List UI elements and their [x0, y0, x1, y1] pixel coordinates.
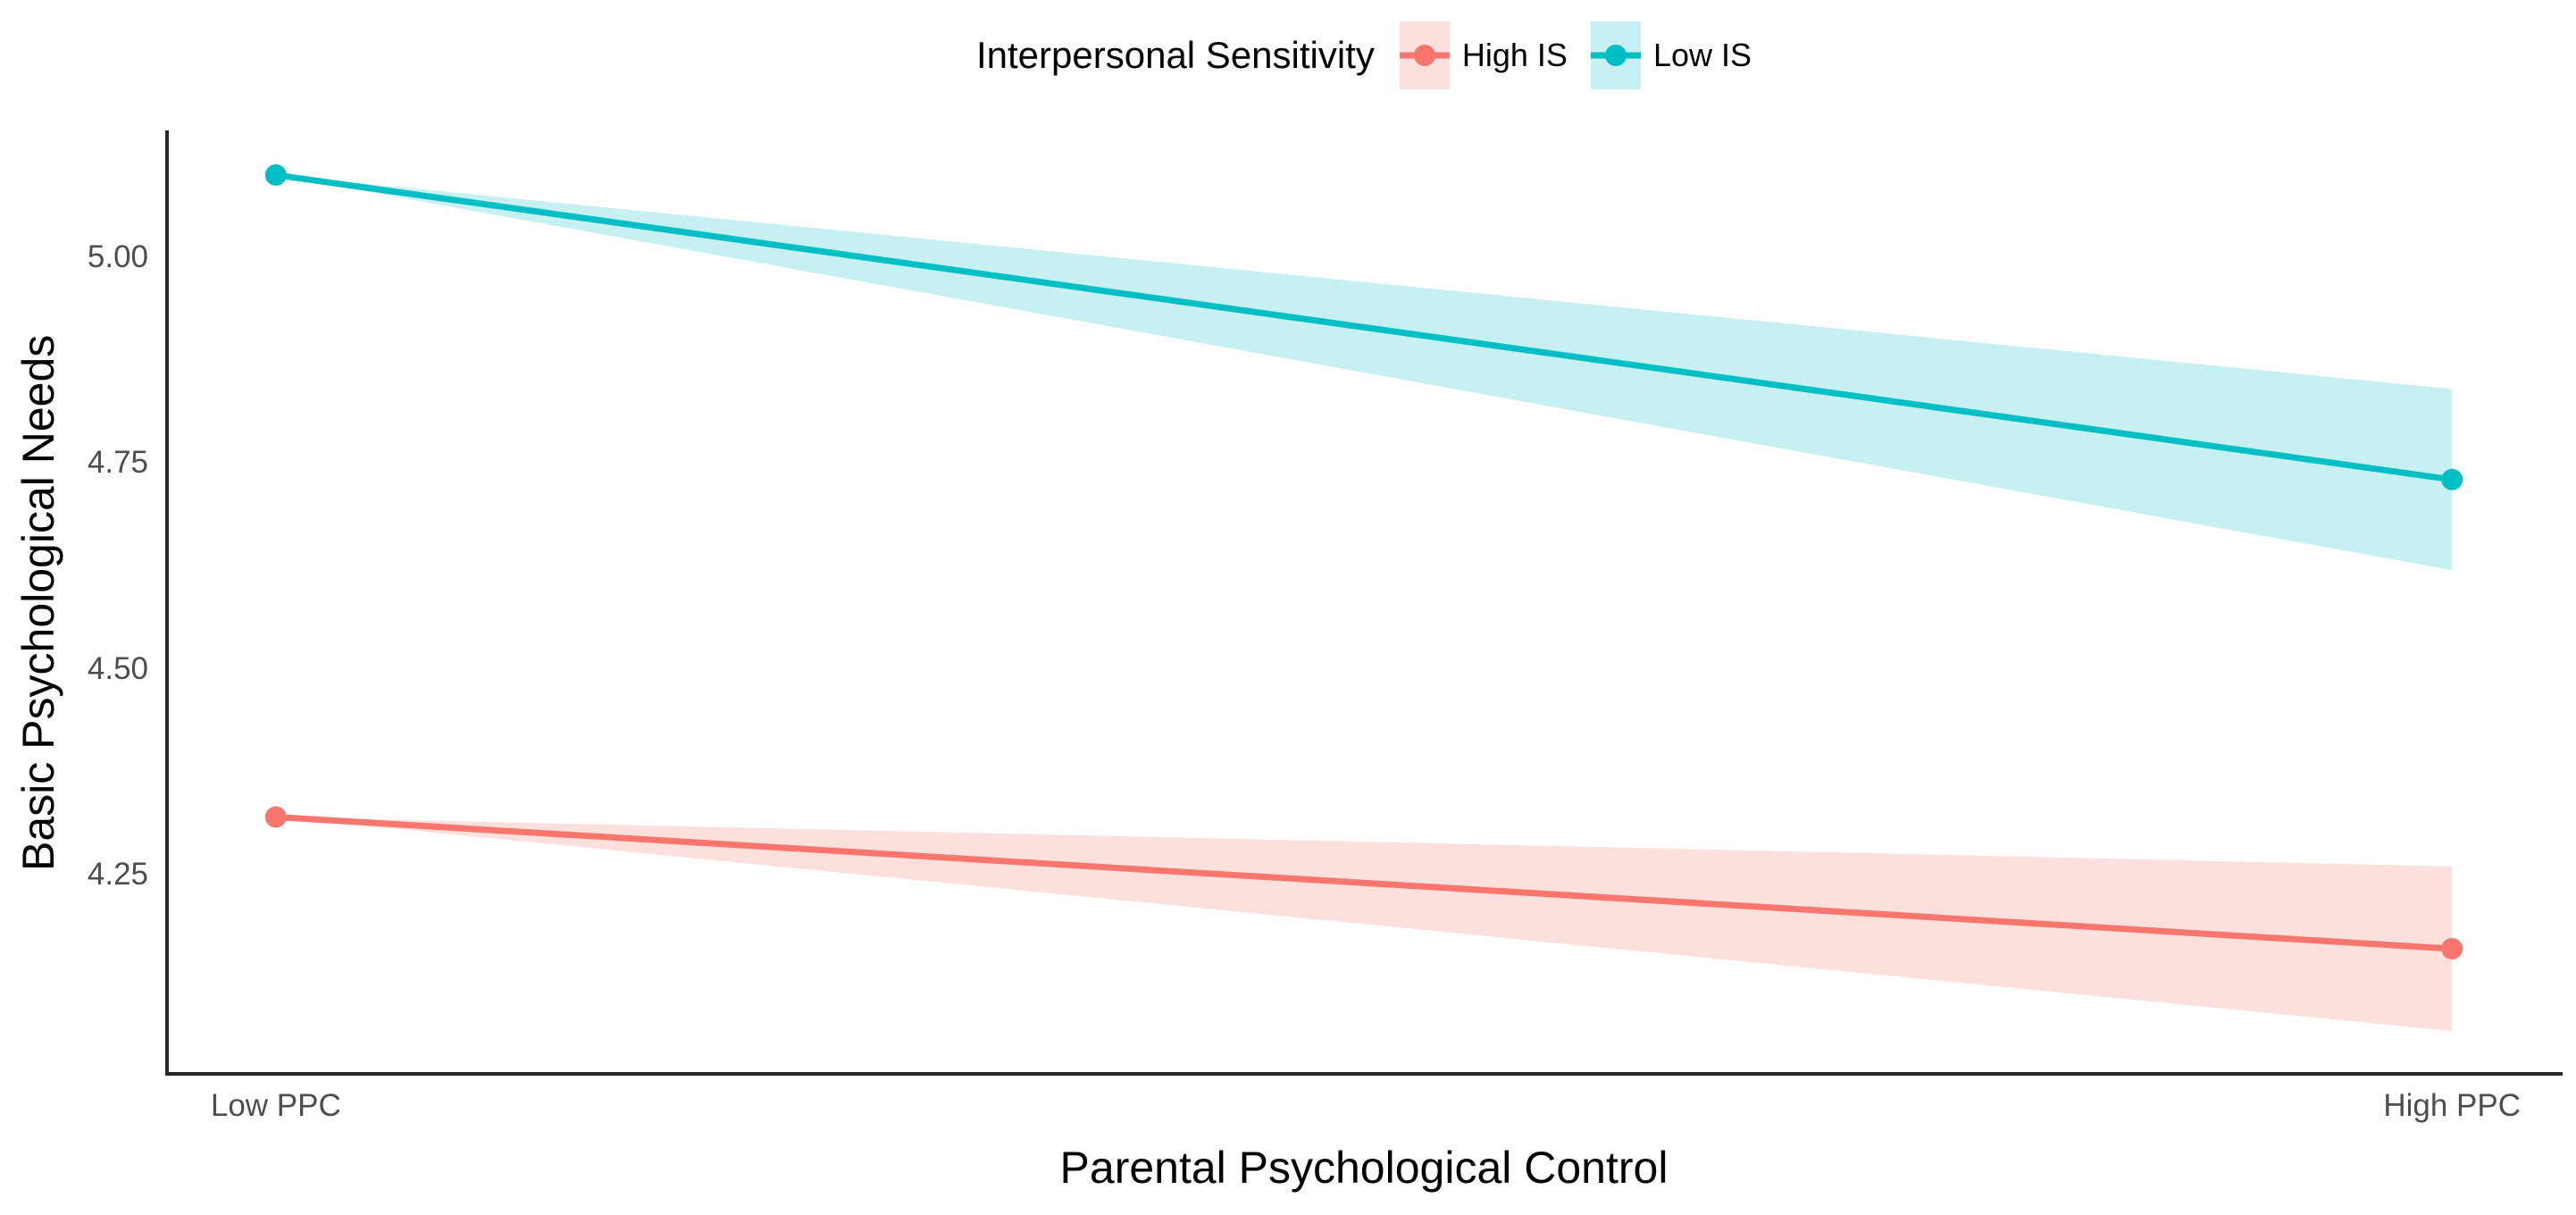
legend-entry-high-is: High IS — [1399, 21, 1568, 89]
series-low-is-point-0 — [264, 163, 287, 186]
y-tick-label-5-00: 5.00 — [87, 239, 148, 275]
series-high-is-point-0 — [264, 806, 287, 828]
legend-title: Interpersonal Sensitivity — [975, 34, 1375, 76]
series-low-is-line — [275, 172, 2453, 483]
y-axis-title: Basic Psychological Needs — [13, 334, 63, 872]
legend: Interpersonal Sensitivity High IS Low IS — [167, 14, 2561, 96]
series-high-is-point-1 — [2441, 937, 2463, 959]
x-axis-title: Parental Psychological Control — [1059, 1143, 1669, 1193]
legend-key-low-is-icon — [1590, 21, 1641, 89]
legend-key-point — [1604, 45, 1627, 66]
x-tick-label-high-ppc: High PPC — [2383, 1088, 2521, 1123]
legend-label-low-is: Low IS — [1652, 37, 1752, 73]
series-high-is-ribbon — [275, 817, 2453, 1032]
legend-label-high-is: High IS — [1461, 37, 1568, 73]
y-tick-label-4-75: 4.75 — [87, 445, 148, 481]
legend-key-high-is-icon — [1399, 21, 1450, 89]
x-tick-label-low-ppc: Low PPC — [210, 1088, 341, 1123]
series-low-is-point-1 — [2441, 468, 2463, 490]
y-tick-label-4-50: 4.50 — [87, 650, 148, 686]
legend-key-point — [1413, 45, 1435, 66]
legend-entry-low-is: Low IS — [1590, 21, 1752, 89]
series-low-is-ribbon — [275, 174, 2453, 571]
y-tick-label-4-25: 4.25 — [87, 857, 148, 892]
series-high-is-line — [275, 814, 2453, 952]
